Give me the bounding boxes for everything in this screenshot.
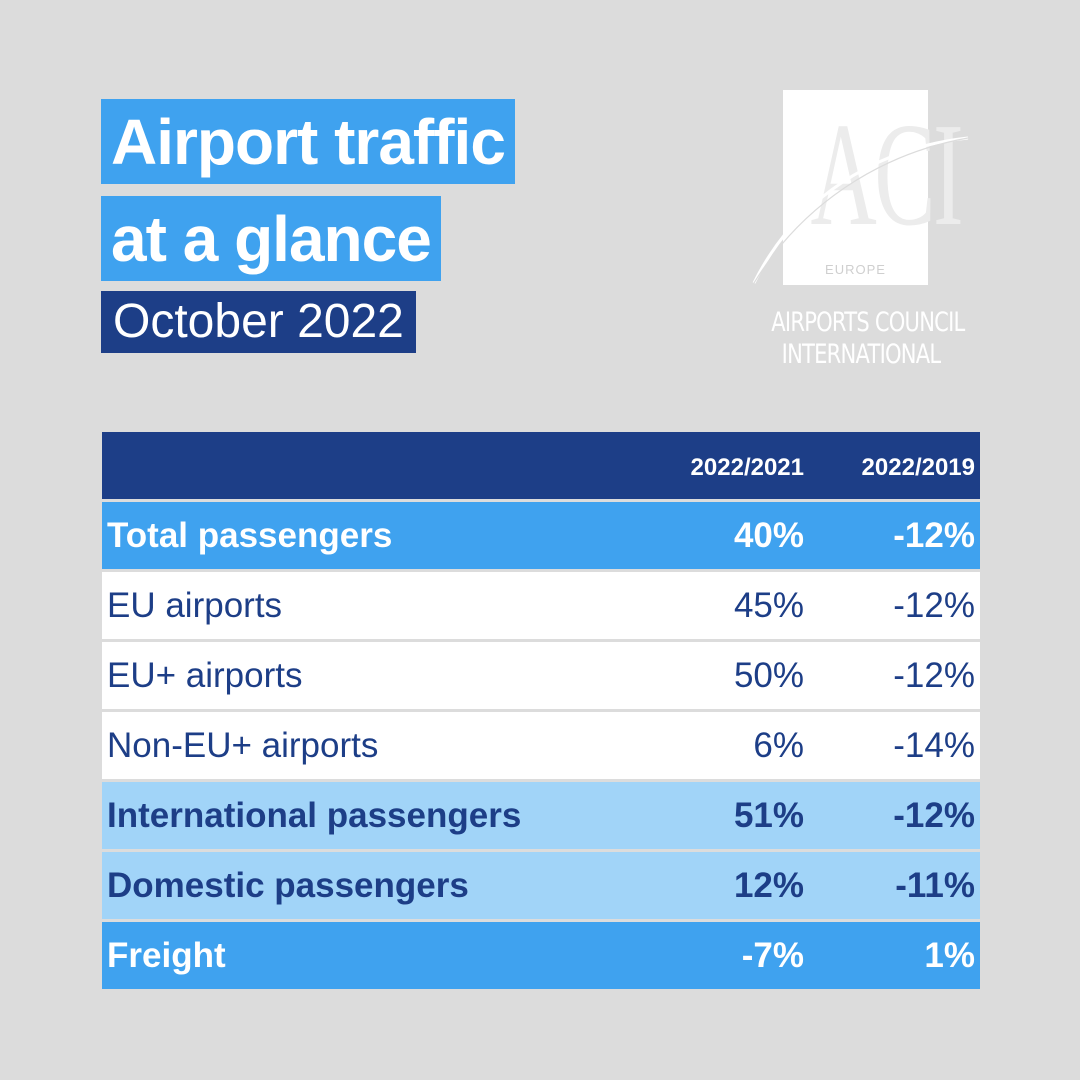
row-label: Total passengers: [107, 515, 393, 555]
title-line-1: Airport traffic: [101, 99, 515, 184]
table-row: Total passengers 40% -12%: [102, 499, 980, 569]
value-2022-2019: -12%: [893, 655, 975, 695]
header-2022-2019: 2022/2019: [861, 453, 975, 481]
value-2022-2019: -12%: [893, 795, 975, 835]
aci-europe-logo: ACI EUROPE AIRPORTS COUNCIL INTERNATIONA…: [746, 88, 976, 378]
table-header-row: 2022/2021 2022/2019: [102, 432, 980, 499]
value-2022-2019: 1%: [924, 935, 975, 975]
logo-region: EUROPE: [825, 262, 886, 277]
logo-name-line-2: INTERNATIONAL: [781, 339, 941, 370]
subtitle: October 2022: [101, 291, 416, 353]
traffic-table: 2022/2021 2022/2019 Total passengers 40% -…: [102, 432, 980, 989]
row-label: International passengers: [107, 795, 522, 835]
table-row: Domestic passengers 12% -11%: [102, 849, 980, 919]
header-2022-2021: 2022/2021: [690, 453, 804, 481]
value-2022-2019: -12%: [893, 515, 975, 555]
value-2022-2021: 50%: [733, 655, 804, 695]
row-label: Non-EU+ airports: [107, 725, 379, 765]
value-2022-2021: 51%: [733, 795, 804, 835]
value-2022-2021: 45%: [733, 585, 804, 625]
logo-box: [783, 90, 928, 285]
table-row: International passengers 51% -12%: [102, 779, 980, 849]
value-2022-2021: 6%: [753, 725, 804, 765]
row-label: EU+ airports: [107, 655, 303, 695]
table-row: Freight -7% 1%: [102, 919, 980, 989]
value-2022-2019: -14%: [893, 725, 975, 765]
value-2022-2021: -7%: [741, 935, 804, 975]
value-2022-2019: -12%: [893, 585, 975, 625]
value-2022-2019: -11%: [895, 865, 975, 905]
table-row: EU airports 45% -12%: [102, 569, 980, 639]
logo-swoosh-icon: [752, 136, 969, 284]
row-label: Domestic passengers: [107, 865, 469, 905]
row-label: EU airports: [107, 585, 283, 625]
value-2022-2021: 40%: [733, 515, 804, 555]
table-row: Non-EU+ airports 6% -14%: [102, 709, 980, 779]
row-label: Freight: [107, 935, 226, 975]
table-body: Total passengers 40% -12% EU airports 45% -12…: [102, 499, 980, 989]
table-row: EU+ airports 50% -12%: [102, 639, 980, 709]
title-line-2: at a glance: [101, 196, 441, 281]
value-2022-2021: 12%: [733, 865, 804, 905]
logo-name-line-1: AIRPORTS COUNCIL: [771, 307, 965, 338]
